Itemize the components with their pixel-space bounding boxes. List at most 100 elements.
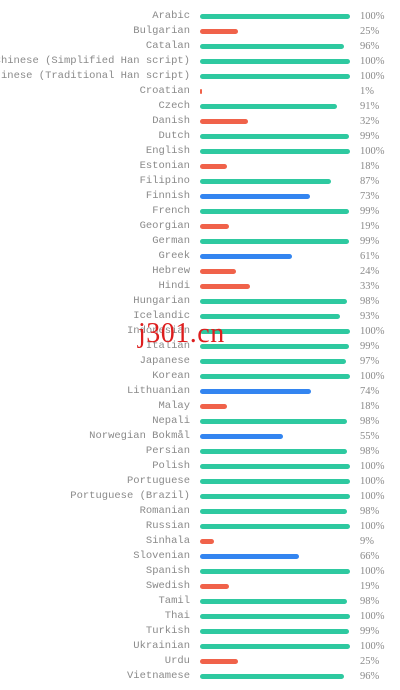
- language-row: Icelandic 93%: [0, 309, 400, 324]
- language-name: Turkish: [145, 625, 190, 637]
- progress-fill: [200, 119, 248, 124]
- progress-fill: [200, 629, 349, 634]
- progress-bar: [200, 119, 350, 124]
- progress-percent: 19%: [360, 221, 380, 232]
- progress-percent: 100%: [360, 461, 385, 472]
- progress-bar: [200, 74, 350, 79]
- progress-bar: [200, 344, 350, 349]
- progress-percent: 99%: [360, 626, 380, 637]
- progress-bar: [200, 254, 350, 259]
- progress-percent: 100%: [360, 326, 385, 337]
- language-row: Bulgarian 25%: [0, 24, 400, 39]
- language-row: Chinese (Traditional Han script) 100%: [0, 69, 400, 84]
- language-row: French 99%: [0, 204, 400, 219]
- progress-fill: [200, 89, 202, 94]
- progress-fill: [200, 179, 331, 184]
- language-name: Nepali: [152, 415, 190, 427]
- progress-bar: [200, 194, 350, 199]
- language-row: Nepali 98%: [0, 414, 400, 429]
- progress-bar: [200, 629, 350, 634]
- progress-fill: [200, 344, 349, 349]
- progress-percent: 91%: [360, 101, 380, 112]
- progress-percent: 100%: [360, 476, 385, 487]
- progress-bar: [200, 269, 350, 274]
- progress-percent: 100%: [360, 491, 385, 502]
- language-row: Estonian 18%: [0, 159, 400, 174]
- progress-fill: [200, 569, 350, 574]
- language-name: Chinese (Traditional Han script): [0, 70, 190, 82]
- progress-bar: [200, 599, 350, 604]
- language-name: Greek: [158, 250, 190, 262]
- progress-bar: [200, 179, 350, 184]
- progress-fill: [200, 464, 350, 469]
- progress-percent: 18%: [360, 161, 380, 172]
- progress-fill: [200, 14, 350, 19]
- language-name: Italian: [145, 340, 190, 352]
- language-name: Icelandic: [133, 310, 190, 322]
- language-name: Danish: [152, 115, 190, 127]
- language-row: Arabic 100%: [0, 9, 400, 24]
- language-row: Finnish 73%: [0, 189, 400, 204]
- language-row: Portuguese (Brazil) 100%: [0, 489, 400, 504]
- language-name: Swedish: [145, 580, 190, 592]
- language-name: Arabic: [152, 10, 190, 22]
- progress-fill: [200, 479, 350, 484]
- progress-percent: 33%: [360, 281, 380, 292]
- progress-fill: [200, 224, 229, 229]
- progress-fill: [200, 449, 347, 454]
- progress-bar: [200, 209, 350, 214]
- language-row: Filipino 87%: [0, 174, 400, 189]
- language-row: Persian 98%: [0, 444, 400, 459]
- progress-bar: [200, 359, 350, 364]
- progress-fill: [200, 599, 347, 604]
- progress-percent: 98%: [360, 506, 380, 517]
- language-row: Swedish 19%: [0, 579, 400, 594]
- language-row: Spanish 100%: [0, 564, 400, 579]
- progress-percent: 18%: [360, 401, 380, 412]
- progress-percent: 9%: [360, 536, 374, 547]
- progress-bar: [200, 614, 350, 619]
- progress-bar: [200, 89, 350, 94]
- progress-fill: [200, 44, 344, 49]
- language-name: Catalan: [145, 40, 190, 52]
- progress-percent: 96%: [360, 41, 380, 52]
- progress-fill: [200, 209, 349, 214]
- language-name: Urdu: [164, 655, 190, 667]
- language-name: Lithuanian: [126, 385, 190, 397]
- progress-percent: 100%: [360, 71, 385, 82]
- progress-percent: 99%: [360, 131, 380, 142]
- progress-percent: 99%: [360, 236, 380, 247]
- progress-fill: [200, 239, 349, 244]
- language-name: Georgian: [139, 220, 190, 232]
- progress-bar: [200, 464, 350, 469]
- progress-bar: [200, 554, 350, 559]
- progress-percent: 100%: [360, 146, 385, 157]
- progress-bar: [200, 569, 350, 574]
- progress-fill: [200, 404, 227, 409]
- language-row: Portuguese 100%: [0, 474, 400, 489]
- language-name: Filipino: [139, 175, 190, 187]
- language-row: Tamil 98%: [0, 594, 400, 609]
- language-row: Japanese 97%: [0, 354, 400, 369]
- progress-fill: [200, 149, 350, 154]
- progress-fill: [200, 359, 346, 364]
- progress-fill: [200, 539, 214, 544]
- language-name: Portuguese: [126, 475, 190, 487]
- progress-bar: [200, 164, 350, 169]
- language-name: Croatian: [139, 85, 190, 97]
- progress-percent: 100%: [360, 371, 385, 382]
- progress-percent: 25%: [360, 26, 380, 37]
- language-name: Russian: [145, 520, 190, 532]
- progress-percent: 100%: [360, 56, 385, 67]
- progress-percent: 100%: [360, 611, 385, 622]
- language-name: Hebrew: [152, 265, 190, 277]
- language-name: Chinese (Simplified Han script): [0, 55, 190, 67]
- progress-percent: 25%: [360, 656, 380, 667]
- progress-fill: [200, 434, 283, 439]
- progress-fill: [200, 389, 311, 394]
- progress-percent: 1%: [360, 86, 374, 97]
- language-name: Polish: [152, 460, 190, 472]
- language-name: Thai: [164, 610, 190, 622]
- progress-fill: [200, 59, 350, 64]
- language-row: Thai 100%: [0, 609, 400, 624]
